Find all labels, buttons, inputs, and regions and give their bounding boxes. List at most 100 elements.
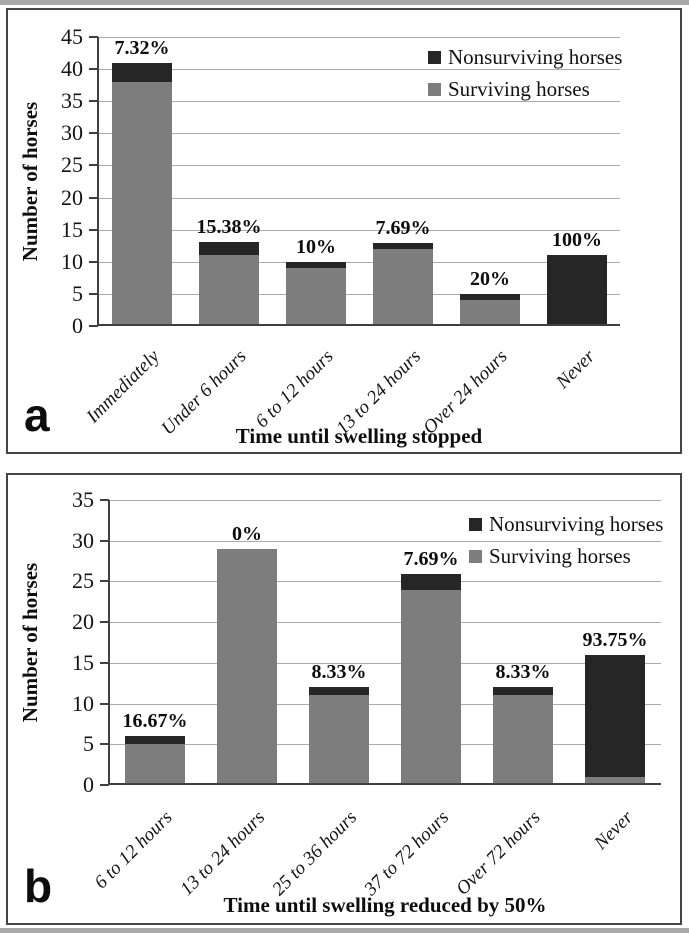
panel-letter: b bbox=[24, 860, 53, 912]
y-tick bbox=[100, 784, 109, 786]
scan-edge-top bbox=[0, 0, 689, 5]
x-tick-label: 6 to 12 hours bbox=[90, 807, 177, 894]
chart-panel-b: Number of horses 16.67% 0% 8.33% 7.69% 8.33%… bbox=[6, 473, 682, 925]
y-tick bbox=[89, 229, 98, 231]
y-tick bbox=[100, 540, 109, 542]
y-tick bbox=[89, 36, 98, 38]
y-tick-label: 5 bbox=[72, 281, 83, 306]
y-tick-label: 30 bbox=[61, 120, 83, 145]
y-tick-label: 20 bbox=[72, 609, 94, 634]
gridline-y-5 bbox=[98, 294, 620, 295]
bar-nonsurviving-segment bbox=[199, 242, 259, 255]
gridline-y-10 bbox=[98, 262, 620, 263]
x-tick-label: 13 to 24 hours bbox=[175, 807, 269, 900]
surviving-legend-swatch-icon bbox=[428, 82, 441, 96]
x-tick-label: 25 to 36 hours bbox=[267, 807, 361, 900]
legend-label: Surviving horses bbox=[448, 77, 590, 101]
bar-percent-label: 20% bbox=[470, 268, 510, 290]
y-tick-label: 40 bbox=[61, 56, 83, 81]
y-axis-line bbox=[97, 37, 99, 326]
bar-surviving-segment bbox=[460, 300, 520, 326]
x-tick-label: 37 to 72 hours bbox=[359, 807, 453, 900]
plot-area: 16.67% 0% 8.33% 7.69% 8.33% 93.75% bbox=[108, 500, 661, 785]
y-tick-label: 10 bbox=[61, 249, 83, 274]
gridline-y-15 bbox=[109, 663, 661, 664]
scan-edge-bottom bbox=[0, 928, 689, 933]
bar-percent-label: 8.33% bbox=[495, 661, 551, 683]
y-tick-label: 35 bbox=[61, 88, 83, 113]
gridline-y-10 bbox=[109, 704, 661, 705]
gridline-y-25 bbox=[98, 165, 620, 166]
bar-surviving-segment bbox=[199, 255, 259, 326]
nonsurviving-legend-swatch-icon bbox=[469, 517, 482, 531]
legend-item: Nonsurviving horses bbox=[469, 513, 663, 535]
bar-percent-label: 7.32% bbox=[114, 37, 170, 59]
gridline-y-20 bbox=[98, 198, 620, 199]
bar-surviving-segment bbox=[217, 549, 277, 785]
y-tick-label: 30 bbox=[72, 528, 94, 553]
bar-surviving-segment bbox=[125, 744, 185, 785]
bar-percent-label: 15.38% bbox=[196, 216, 262, 238]
y-tick-label: 5 bbox=[83, 731, 94, 756]
bar-nonsurviving-segment bbox=[112, 63, 172, 82]
bar-surviving-segment bbox=[401, 590, 461, 785]
bar-surviving-segment bbox=[373, 249, 433, 326]
bar-percent-label: 8.33% bbox=[311, 661, 367, 683]
y-tick-label: 15 bbox=[72, 650, 94, 675]
legend-item: Surviving horses bbox=[428, 78, 622, 100]
bar-percent-label: 100% bbox=[552, 229, 602, 251]
bar-percent-label: 10% bbox=[296, 236, 336, 258]
x-axis-title: Time until swelling reduced by 50% bbox=[223, 893, 547, 917]
gridline-y-35 bbox=[98, 101, 620, 102]
x-tick-label: Never bbox=[551, 346, 599, 393]
x-axis-line bbox=[98, 324, 620, 326]
bar-percent-label: 16.67% bbox=[122, 710, 188, 732]
y-tick bbox=[89, 68, 98, 70]
y-tick bbox=[100, 662, 109, 664]
legend: Nonsurviving horses Surviving horses bbox=[469, 513, 663, 577]
chart-panel-a: Number of horses 7.32% 15.38% 10% 7.69% 20% 1… bbox=[6, 8, 682, 454]
y-tick bbox=[89, 261, 98, 263]
bar-nonsurviving-segment bbox=[493, 687, 553, 695]
y-tick bbox=[100, 580, 109, 582]
legend-label: Surviving horses bbox=[489, 544, 631, 568]
gridline-y-20 bbox=[109, 622, 661, 623]
bar-nonsurviving-segment bbox=[286, 262, 346, 268]
x-tick-label: Never bbox=[589, 807, 637, 854]
x-tick-label: Immediately bbox=[82, 346, 164, 428]
panel-letter: a bbox=[24, 389, 50, 441]
gridline-y-30 bbox=[109, 541, 661, 542]
y-tick-label: 25 bbox=[61, 152, 83, 177]
plot-area: 7.32% 15.38% 10% 7.69% 20% 100% bbox=[97, 37, 620, 326]
bar-nonsurviving-segment bbox=[125, 736, 185, 744]
x-tick-label: 6 to 12 hours bbox=[251, 346, 338, 433]
x-tick-label: Over 72 hours bbox=[452, 807, 545, 900]
y-tick-label: 0 bbox=[83, 772, 94, 797]
y-tick bbox=[89, 164, 98, 166]
legend-label: Nonsurviving horses bbox=[448, 45, 623, 69]
bar-nonsurviving-segment bbox=[401, 574, 461, 590]
gridline-y-40 bbox=[98, 69, 620, 70]
bar-surviving-segment bbox=[286, 268, 346, 326]
bar-nonsurviving-segment bbox=[373, 243, 433, 249]
y-tick bbox=[89, 100, 98, 102]
y-tick bbox=[100, 499, 109, 501]
bar-nonsurviving-segment bbox=[309, 687, 369, 695]
y-tick bbox=[89, 132, 98, 134]
legend-label: Nonsurviving horses bbox=[489, 512, 664, 536]
bar-nonsurviving-segment bbox=[460, 294, 520, 300]
gridline-y-45 bbox=[98, 37, 620, 38]
surviving-legend-swatch-icon bbox=[469, 549, 482, 563]
y-tick bbox=[89, 325, 98, 327]
gridline-y-25 bbox=[109, 581, 661, 582]
y-tick bbox=[100, 621, 109, 623]
bar-surviving-segment bbox=[585, 777, 645, 785]
y-axis-line bbox=[108, 500, 110, 785]
bar-nonsurviving-segment bbox=[585, 655, 645, 777]
legend-item: Nonsurviving horses bbox=[428, 46, 622, 68]
y-tick-label: 10 bbox=[72, 691, 94, 716]
bar-surviving-segment bbox=[493, 695, 553, 785]
bar-surviving-segment bbox=[112, 82, 172, 326]
legend: Nonsurviving horses Surviving horses bbox=[428, 46, 622, 110]
